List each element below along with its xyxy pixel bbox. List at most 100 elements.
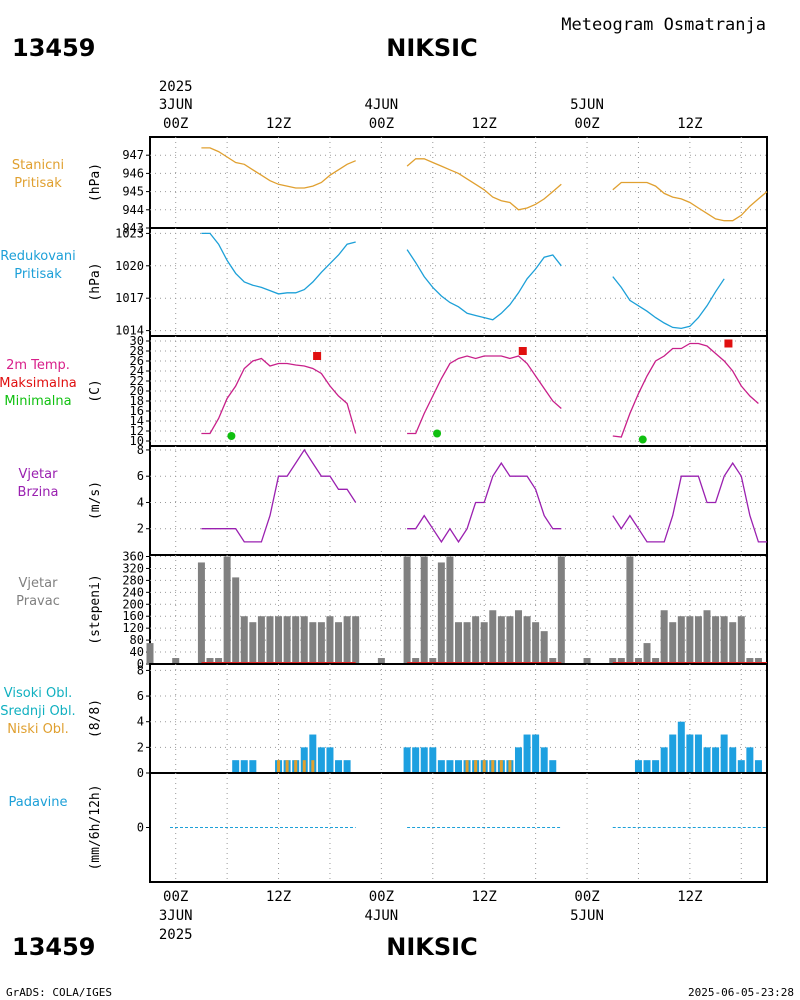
max-temp-marker bbox=[724, 339, 733, 348]
wind-direction-bar bbox=[746, 658, 754, 664]
pressure-ytick-label: 946 bbox=[122, 166, 144, 180]
wind-direction-bar bbox=[309, 622, 317, 664]
pressure-series-line bbox=[612, 181, 768, 222]
high-cloud-bar bbox=[643, 760, 651, 773]
top-hour-label: 00Z bbox=[163, 116, 188, 132]
temperature-ytick-label: 18 bbox=[130, 394, 144, 408]
precipitation-unit-label: (mm/6h/12h) bbox=[88, 784, 103, 870]
wind-direction-bar bbox=[283, 616, 291, 664]
temperature-ytick-label: 12 bbox=[130, 424, 144, 438]
wind-direction-bar bbox=[257, 616, 265, 664]
high-cloud-bar bbox=[660, 747, 668, 773]
pressure-ytick-label: 945 bbox=[122, 185, 144, 199]
wind-direction-bar bbox=[532, 622, 540, 664]
pressure-series-line bbox=[406, 158, 562, 211]
high-cloud-bar bbox=[712, 747, 720, 773]
bottom-hour-label: 12Z bbox=[677, 889, 702, 905]
high-cloud-bar bbox=[429, 747, 437, 773]
high-cloud-bar bbox=[412, 747, 420, 773]
wind-direction-bar bbox=[506, 616, 514, 664]
wind-direction-bar bbox=[455, 622, 462, 664]
wind-direction-bar bbox=[463, 622, 471, 664]
top-date-label: 4JUN bbox=[365, 97, 399, 113]
wind-direction-bar bbox=[617, 658, 625, 664]
bottom-hour-label: 00Z bbox=[163, 889, 188, 905]
wind_direction-ytick-label: 120 bbox=[122, 621, 144, 635]
wind-direction-bar bbox=[292, 616, 300, 664]
footer-timestamp: 2025-06-05-23:28 bbox=[688, 986, 794, 999]
clouds-ytick-label: 2 bbox=[137, 740, 144, 754]
wind_direction-ytick-label: 160 bbox=[122, 609, 144, 623]
high-cloud-bar bbox=[703, 747, 711, 773]
min-temp-marker bbox=[638, 435, 647, 444]
high-cloud-bar bbox=[540, 747, 548, 773]
wind-direction-bar bbox=[343, 616, 351, 664]
wind-direction-bar bbox=[660, 610, 668, 664]
min-temp-marker bbox=[227, 432, 236, 440]
wind-direction-bar bbox=[403, 556, 411, 664]
wind-direction-bar bbox=[557, 556, 565, 664]
max-temp-marker bbox=[313, 352, 322, 360]
high-cloud-bar bbox=[686, 734, 694, 773]
sea_level_pressure-unit-label: (hPa) bbox=[88, 262, 103, 301]
wind-direction-bar bbox=[249, 622, 257, 664]
pressure-ytick-label: 944 bbox=[122, 203, 144, 217]
wind_speed-ytick-label: 4 bbox=[137, 495, 144, 509]
top-hour-label: 00Z bbox=[574, 116, 599, 132]
high-cloud-bar bbox=[677, 721, 685, 773]
min-temp-marker bbox=[433, 429, 442, 438]
wind-direction-bar bbox=[326, 616, 334, 664]
wind-direction-bar bbox=[489, 610, 497, 664]
top-date-label: 5JUN bbox=[570, 97, 604, 113]
wind-direction-bar bbox=[352, 616, 360, 664]
low-cloud-bar bbox=[294, 760, 298, 773]
wind_speed-ytick-label: 2 bbox=[137, 522, 144, 536]
high-cloud-bar bbox=[403, 747, 411, 773]
low-cloud-bar bbox=[285, 760, 289, 773]
pressure-unit-label: (hPa) bbox=[88, 163, 103, 202]
high-cloud-bar bbox=[694, 734, 702, 773]
wind_direction-title-line: Vjetar bbox=[19, 576, 59, 591]
sea_level_pressure-ytick-label: 1023 bbox=[115, 226, 144, 240]
precipitation-title-line: Padavine bbox=[9, 795, 68, 810]
high-cloud-bar bbox=[249, 760, 257, 773]
pressure-ytick-label: 943 bbox=[122, 221, 144, 235]
low-cloud-bar bbox=[302, 760, 306, 773]
wind_direction-ytick-label: 40 bbox=[130, 645, 144, 659]
wind_speed-ytick-label: 8 bbox=[137, 443, 144, 457]
wind-direction-bar bbox=[223, 556, 231, 664]
temperature-title-line: 2m Temp. bbox=[6, 358, 70, 373]
wind_direction-ytick-label: 360 bbox=[122, 549, 144, 563]
wind-direction-bar bbox=[583, 658, 591, 664]
wind_speed-unit-label: (m/s) bbox=[88, 481, 103, 520]
temperature-ytick-label: 28 bbox=[130, 344, 144, 358]
temperature-series-line bbox=[407, 355, 562, 435]
wind_speed-series-line bbox=[407, 461, 562, 544]
sea_level_pressure-title-line: Redukovani bbox=[0, 249, 75, 264]
high-cloud-bar bbox=[669, 734, 677, 773]
wind-direction-bar bbox=[737, 616, 745, 664]
wind-direction-bar bbox=[412, 658, 420, 664]
top-hour-label: 00Z bbox=[369, 116, 394, 132]
wind-direction-bar bbox=[643, 643, 651, 664]
wind-direction-bar bbox=[197, 562, 205, 664]
wind-direction-bar bbox=[232, 577, 240, 664]
high-cloud-bar bbox=[737, 760, 745, 773]
clouds-ytick-label: 6 bbox=[137, 689, 144, 703]
bottom-year-label: 2025 bbox=[159, 927, 193, 943]
wind-direction-bar bbox=[669, 622, 677, 664]
wind-direction-bar bbox=[497, 616, 505, 664]
clouds-ytick-label: 0 bbox=[137, 766, 144, 780]
wind_direction-ytick-label: 240 bbox=[122, 585, 144, 599]
bottom-hour-label: 00Z bbox=[574, 889, 599, 905]
bottom-date-label: 3JUN bbox=[159, 908, 193, 924]
wind-direction-bar bbox=[266, 616, 274, 664]
wind-direction-bar bbox=[754, 658, 762, 664]
clouds-ytick-label: 8 bbox=[137, 663, 144, 677]
wind_speed-title-line: Vjetar bbox=[19, 467, 59, 482]
wind-direction-bar bbox=[720, 616, 728, 664]
wind-direction-bar bbox=[549, 658, 557, 664]
sea_level_pressure-series-line bbox=[612, 276, 725, 330]
high-cloud-bar bbox=[326, 747, 334, 773]
